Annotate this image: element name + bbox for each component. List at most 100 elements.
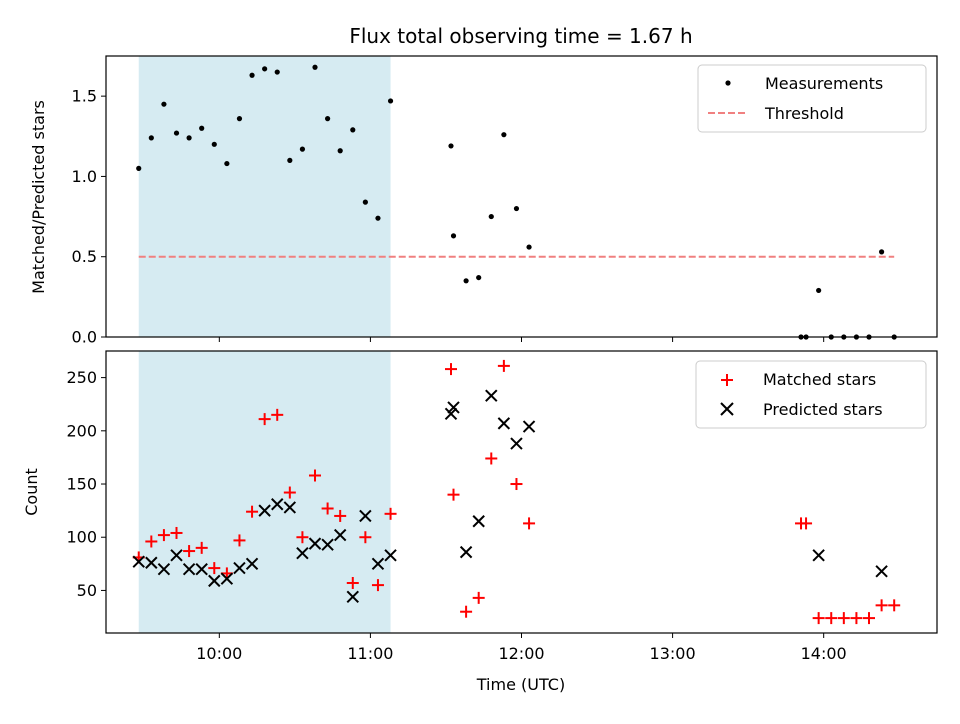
legend-measurements-label: Measurements: [765, 74, 883, 93]
predicted-stars-point: [296, 546, 309, 560]
matched-stars-point: [371, 579, 384, 592]
predicted-stars-point: [522, 420, 536, 433]
matched-stars-point: [485, 452, 498, 465]
matched-stars-point: [296, 531, 309, 544]
measurement-point: [274, 69, 280, 75]
top-y-tick-label: 0.0: [72, 328, 97, 347]
legend-predicted-label: Predicted stars: [763, 400, 883, 419]
matched-stars-point: [309, 469, 322, 482]
matched-stars-point: [850, 612, 863, 625]
measurement-point: [501, 132, 507, 138]
measurement-point: [236, 116, 243, 122]
chart-title: Flux total observing time = 1.67 h: [349, 24, 692, 48]
predicted-stars-point: [459, 545, 473, 559]
bottom-y-tick-label: 100: [66, 528, 97, 547]
predicted-stars-point: [170, 549, 183, 562]
matched-stars-point: [384, 507, 397, 520]
measurement-point: [161, 101, 167, 107]
measurement-point: [173, 130, 180, 136]
measurement-point: [148, 135, 154, 141]
predicted-stars-point: [258, 504, 271, 517]
top-x-ticks: [218, 337, 825, 342]
measurement-point: [350, 127, 356, 133]
top-y-axis-label: Matched/Predicted stars: [29, 100, 48, 294]
legend-measurements-marker: [725, 80, 731, 86]
predicted-stars-point: [497, 417, 511, 430]
top-legend: Measurements Threshold: [697, 64, 927, 133]
measurement-point: [211, 141, 217, 147]
predicted-stars-point: [145, 556, 158, 569]
bottom-panel: 50 100 150 200 250 10:00 11:00 12:00 13:00 14:00…: [22, 350, 938, 694]
predicted-stars-point: [233, 561, 246, 575]
matched-stars-point: [800, 517, 813, 530]
legend-matched-marker: [721, 374, 733, 386]
measurement-point: [513, 205, 520, 212]
bottom-y-tick-label: 50: [77, 581, 97, 600]
matched-stars-point: [863, 612, 876, 625]
x-axis-label: Time (UTC): [476, 675, 565, 694]
legend-threshold-label: Threshold: [764, 104, 844, 123]
measurement-point: [199, 125, 205, 131]
predicted-stars-point: [195, 562, 208, 576]
x-tick-label: 13:00: [650, 644, 696, 663]
predicted-stars-point: [485, 389, 498, 402]
measurement-point: [262, 66, 268, 72]
bottom-shaded-region: [138, 351, 391, 633]
top-y-tick-label: 0.5: [72, 247, 97, 266]
predicted-stars-point: [812, 549, 825, 562]
top-panel: 0.0 0.5 1.0 1.5 Matched/Predicted stars Mea…: [29, 55, 938, 347]
matched-stars-point: [258, 413, 271, 426]
predicted-stars-point: [510, 437, 523, 450]
matched-stars-point: [246, 505, 259, 518]
predicted-stars-point: [308, 537, 322, 550]
matched-stars-point: [837, 612, 850, 625]
measurement-point: [337, 148, 343, 154]
x-tick-label: 11:00: [347, 644, 393, 663]
top-y-ticks: 0.0 0.5 1.0 1.5: [72, 87, 106, 347]
measurement-point: [879, 249, 885, 255]
predicted-stars-point: [875, 565, 888, 578]
matched-stars-point: [271, 408, 284, 421]
measurement-point: [186, 135, 192, 141]
measurement-point: [287, 157, 293, 163]
measurement-point: [463, 278, 469, 284]
measurement-point: [488, 213, 494, 220]
measurement-point: [224, 160, 230, 167]
predicted-stars-point: [132, 555, 145, 568]
predicted-stars-point: [444, 407, 458, 420]
predicted-stars-point: [447, 401, 460, 414]
matched-stars-point: [346, 576, 359, 589]
measurement-point: [448, 143, 454, 149]
matched-stars-point: [283, 486, 296, 499]
measurement-point: [526, 244, 532, 250]
measurement-point: [387, 98, 394, 104]
measurement-point: [312, 64, 318, 70]
measurement-point: [299, 146, 306, 152]
matched-stars-point: [334, 509, 347, 522]
predicted-stars-point: [333, 528, 347, 542]
predicted-stars-point: [371, 557, 385, 571]
bottom-y-tick-label: 250: [66, 368, 97, 387]
matched-stars-point: [447, 488, 460, 501]
bottom-legend: Matched stars Predicted stars: [695, 360, 927, 429]
measurement-point: [325, 116, 331, 122]
bottom-y-tick-label: 200: [66, 421, 97, 440]
matched-stars-point: [460, 605, 473, 618]
top-shaded-region: [138, 56, 391, 337]
matched-stars-point: [359, 531, 372, 544]
matched-stars-point: [208, 562, 221, 575]
matched-stars-point: [157, 529, 170, 542]
bottom-y-ticks: 50 100 150 200 250: [66, 368, 106, 600]
x-tick-label: 12:00: [498, 644, 544, 663]
measurement-point: [476, 274, 482, 281]
predicted-stars-point: [157, 562, 171, 576]
matched-stars-point: [497, 359, 510, 372]
matched-stars-point: [183, 545, 196, 558]
matched-stars-point: [195, 541, 208, 554]
predicted-stars-point: [283, 501, 297, 514]
measurement-point: [375, 215, 381, 221]
measurement-point: [249, 72, 255, 78]
matched-stars-point: [812, 612, 825, 625]
legend-predicted-marker: [720, 402, 734, 416]
